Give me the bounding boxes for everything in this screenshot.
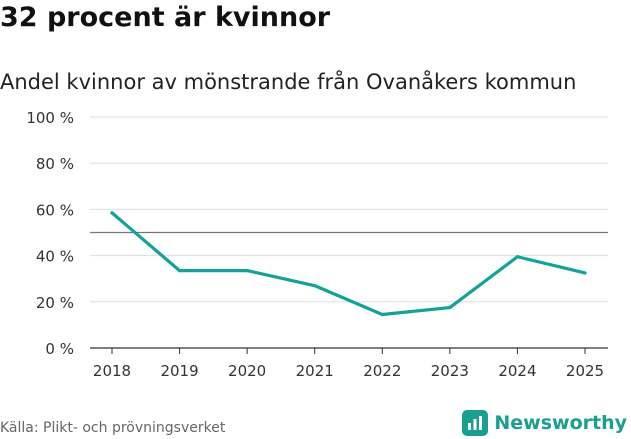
y-tick-label: 20 % — [36, 294, 74, 312]
x-tick-label: 2022 — [363, 362, 401, 380]
data-point — [313, 284, 317, 288]
line-chart: 0 % 20 % 40 % 60 % 80 % 100 % 2018 2019 2020 2021… — [26, 109, 608, 380]
x-tick-label: 2020 — [228, 362, 266, 380]
x-tick-label: 2021 — [296, 362, 334, 380]
x-tick-label: 2019 — [160, 362, 198, 380]
chart-logo-icon — [462, 410, 489, 436]
y-tick-label: 80 % — [36, 155, 74, 173]
y-tick-label: 60 % — [36, 201, 74, 219]
data-point — [245, 269, 249, 273]
x-tick-label: 2024 — [498, 362, 536, 380]
brand-name: Newsworthy — [494, 412, 627, 434]
y-tick-label: 40 % — [36, 248, 74, 266]
headline: 32 procent är kvinnor — [0, 2, 331, 33]
source-note: Källa: Plikt- och prövningsverket — [0, 420, 226, 436]
y-tick-label: 100 % — [26, 109, 74, 127]
data-point — [177, 269, 182, 273]
data-point — [380, 312, 384, 317]
x-tick-label: 2023 — [431, 362, 469, 380]
y-tick-label: 0 % — [45, 340, 74, 358]
x-tick-label: 2025 — [566, 362, 604, 380]
data-point — [110, 211, 114, 215]
data-point — [448, 305, 452, 310]
x-tick-label: 2018 — [93, 362, 131, 380]
data-point — [583, 271, 587, 275]
series-line — [110, 211, 587, 317]
chart-subtitle: Andel kvinnor av mönstrande från Ovanåke… — [0, 70, 577, 94]
newsworthy-logo: Newsworthy — [462, 410, 627, 436]
data-point — [515, 255, 520, 259]
